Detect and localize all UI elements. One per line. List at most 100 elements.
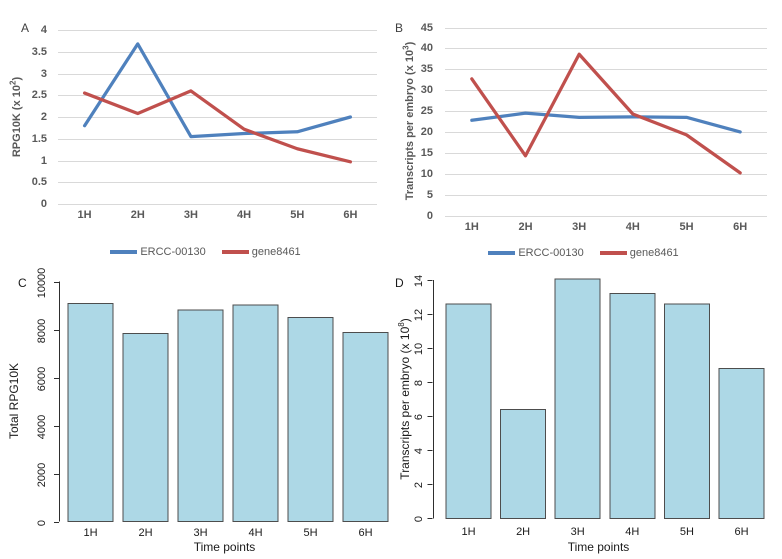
y-axis-title-c: Total RPG10K [7, 362, 21, 440]
y-tick-label: 8 [413, 379, 425, 386]
y-tick-label: 4 [40, 24, 47, 36]
x-category-label: 2H [518, 221, 533, 233]
x-category-label: 2H [138, 527, 153, 539]
y-tick-label: 2.5 [31, 89, 47, 102]
y-tick-label: 0 [426, 209, 433, 222]
x-category-label: 6H [343, 209, 358, 221]
x-category-label: 1H [77, 209, 92, 221]
y-tick-label: 4000 [36, 414, 48, 439]
y-tick-label: 2 [413, 481, 425, 488]
x-category-label: 3H [572, 221, 587, 233]
y-tick-label: 6 [413, 413, 425, 420]
y-tick-label: 6000 [36, 366, 48, 391]
panel-letter-b: B [395, 21, 404, 35]
panel-b: B Transcripts per embryo (x 103) ERCC-00… [391, 0, 782, 270]
y-tick-label: 2000 [36, 462, 48, 487]
legend-item: ERCC-00130 [110, 246, 206, 258]
x-category-label: 5H [679, 221, 694, 233]
x-category-label: 2H [516, 526, 531, 538]
y-tick-label: 4 [413, 447, 425, 454]
x-category-label: 5H [679, 526, 694, 538]
x-category-label: 3H [570, 526, 585, 538]
x-category-label: 5H [303, 527, 318, 539]
y-tick-label: 35 [420, 63, 433, 76]
legend-label: gene8461 [629, 247, 679, 259]
legend-item: gene8461 [599, 247, 679, 259]
x-category-label: 4H [237, 209, 252, 221]
x-category-label: 3H [193, 527, 208, 539]
bar-chart-c [54, 281, 389, 523]
x-category-label: 3H [183, 209, 198, 221]
y-tick-label: 8000 [36, 318, 48, 343]
x-category-label: 2H [130, 209, 145, 221]
legend-line-swatch [221, 250, 249, 254]
panel-a: A RPG10K (x 102) ERCC-00130 gene8461 0 0.5… [0, 0, 391, 270]
series-line-ERCC-00130 [470, 111, 742, 134]
y-axis-title-d: Transcripts per embryo (x 108) [397, 318, 412, 480]
x-category-label: 6H [734, 526, 749, 538]
series-line-gene8461 [470, 52, 742, 175]
panel-letter-d: D [395, 276, 404, 290]
x-category-label: 1H [464, 221, 479, 233]
x-axis-title-d: Time points [567, 540, 630, 554]
bar-3H [554, 278, 601, 519]
y-tick-label: 0.5 [31, 176, 47, 189]
bar-5H [663, 303, 710, 519]
legend-label: ERCC-00130 [140, 246, 206, 258]
panel-letter-a: A [21, 21, 30, 35]
y-tick-label: 0 [40, 198, 47, 210]
bar-chart-d [427, 278, 765, 519]
bar-1H [67, 302, 114, 523]
legend-a: ERCC-00130 gene8461 [10, 246, 401, 258]
bar-3H [177, 309, 224, 523]
legend-line-swatch [110, 250, 138, 254]
bar-6H [718, 368, 765, 519]
x-category-label: 1H [83, 527, 98, 539]
legend-item: gene8461 [221, 246, 301, 258]
x-category-label: 6H [358, 527, 373, 539]
y-tick-label: 1.5 [31, 132, 47, 145]
y-tick-label: 25 [420, 105, 433, 118]
y-tick-label: 10 [413, 342, 425, 355]
legend-item: ERCC-00130 [488, 247, 584, 259]
y-tick-label: 20 [420, 125, 433, 138]
line-chart-b [445, 28, 767, 217]
y-tick-label: 3.5 [31, 45, 47, 58]
legend-line-swatch [599, 251, 627, 255]
x-category-label: 4H [625, 526, 640, 538]
bar-2H [122, 332, 169, 523]
y-tick-label: 1 [40, 154, 47, 167]
bar-2H [500, 408, 547, 519]
x-category-label: 6H [733, 221, 748, 233]
y-tick-label: 30 [420, 84, 433, 97]
legend-label: gene8461 [251, 246, 301, 258]
y-tick-label: 3 [40, 67, 47, 80]
panel-d: D Transcripts per embryo (x 108) Time po… [391, 270, 782, 559]
y-tick-label: 45 [420, 21, 433, 34]
x-axis-title-c: Time points [193, 540, 256, 554]
x-category-label: 4H [248, 527, 263, 539]
series-line-gene8461 [82, 89, 353, 164]
series-line-ERCC-00130 [82, 42, 353, 139]
legend-label: ERCC-00130 [518, 247, 584, 259]
y-tick-label: 10 [420, 167, 433, 180]
bar-1H [445, 303, 492, 519]
y-tick-label: 10000 [36, 267, 48, 298]
bar-4H [232, 304, 279, 523]
panel-c: C Total RPG10K Time points 0 2000 4000 6000… [0, 267, 391, 559]
y-tick-label: 0 [36, 519, 48, 526]
x-category-label: 4H [625, 221, 640, 233]
bar-5H [287, 317, 334, 523]
bar-4H [609, 293, 656, 519]
panel-letter-c: C [18, 276, 27, 290]
y-tick-label: 12 [413, 308, 425, 321]
y-tick-label: 40 [420, 42, 433, 55]
y-tick-label: 14 [413, 274, 425, 287]
bar-6H [342, 331, 389, 523]
y-tick-label: 2 [40, 111, 47, 123]
legend-b: ERCC-00130 gene8461 [388, 247, 779, 259]
x-category-label: 1H [461, 526, 476, 538]
y-tick-label: 0 [413, 515, 425, 522]
y-tick-label: 15 [420, 146, 433, 159]
